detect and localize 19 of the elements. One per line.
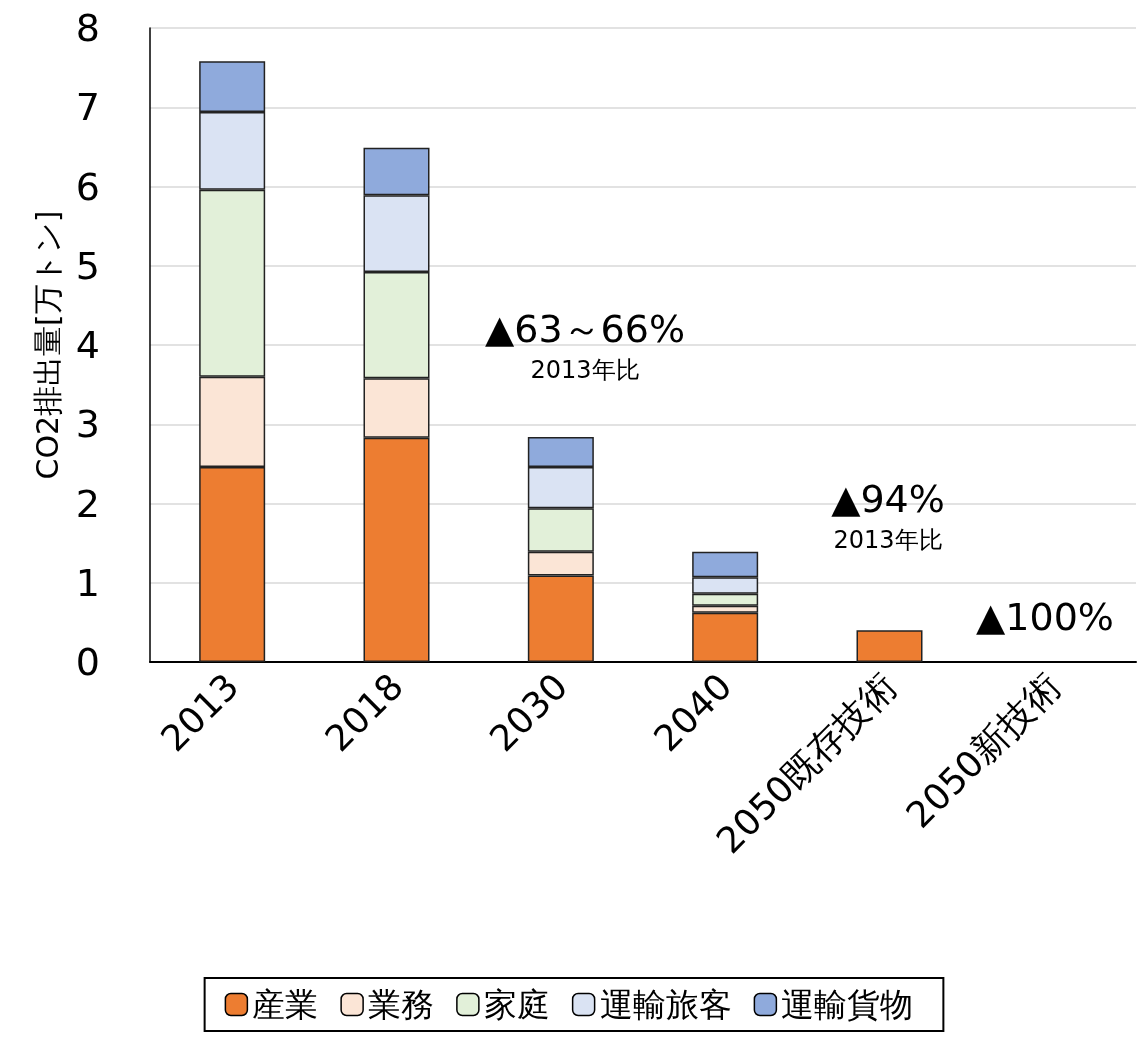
legend-label: 運輸旅客 — [599, 985, 732, 1024]
annotation: ▲100% — [976, 595, 1114, 639]
y-tick-label: 2 — [75, 481, 100, 526]
y-tick-label: 7 — [75, 85, 100, 130]
annotation: ▲94% 2013年比 — [831, 477, 945, 554]
legend-label: 業務 — [368, 985, 435, 1024]
bar — [856, 630, 923, 662]
y-tick-label: 8 — [75, 6, 100, 50]
y-tick-label: 6 — [75, 164, 100, 209]
y-axis-title: CO2排出量[万トン] — [29, 210, 65, 480]
y-tick-label: 5 — [75, 243, 100, 288]
annotation: ▲63～66% 2013年比 — [484, 307, 686, 384]
legend-label: 産業 — [252, 985, 319, 1024]
y-tick-label: 3 — [75, 402, 100, 447]
y-tick-label: 1 — [75, 560, 100, 605]
legend-label: 運輸貨物 — [781, 985, 914, 1024]
y-tick-label: 4 — [75, 323, 100, 367]
legend-label: 家庭 — [483, 985, 550, 1024]
y-tick-label: 0 — [75, 640, 100, 684]
